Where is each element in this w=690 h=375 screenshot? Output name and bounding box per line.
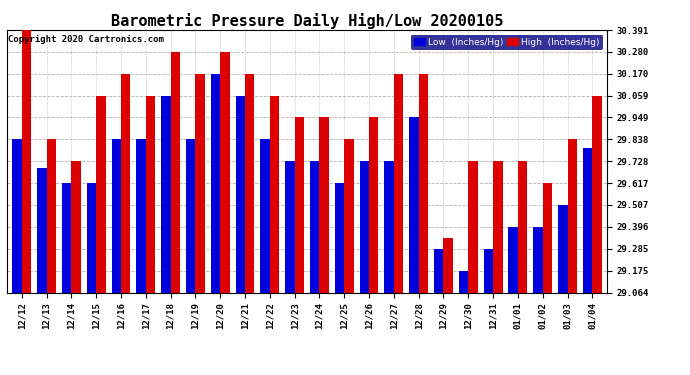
Bar xyxy=(71,161,81,292)
Bar xyxy=(493,161,502,292)
Bar xyxy=(484,249,493,292)
Bar xyxy=(96,96,106,292)
Bar xyxy=(161,96,170,292)
Bar xyxy=(567,140,577,292)
Bar xyxy=(583,148,592,292)
Bar xyxy=(344,140,354,292)
Legend: Low  (Inches/Hg), High  (Inches/Hg): Low (Inches/Hg), High (Inches/Hg) xyxy=(411,34,602,50)
Bar xyxy=(533,227,543,292)
Bar xyxy=(270,96,279,292)
Bar xyxy=(434,249,444,292)
Bar xyxy=(459,270,469,292)
Bar xyxy=(62,183,71,292)
Bar xyxy=(146,96,155,292)
Bar xyxy=(469,161,477,292)
Bar xyxy=(384,161,394,292)
Bar xyxy=(220,52,230,292)
Bar xyxy=(518,161,527,292)
Bar xyxy=(37,168,47,292)
Bar xyxy=(195,74,205,292)
Bar xyxy=(285,161,295,292)
Bar xyxy=(47,140,56,292)
Bar xyxy=(359,161,369,292)
Bar xyxy=(509,227,518,292)
Bar xyxy=(369,117,379,292)
Bar xyxy=(245,74,255,292)
Bar xyxy=(592,96,602,292)
Bar xyxy=(394,74,403,292)
Bar xyxy=(235,96,245,292)
Bar xyxy=(409,117,419,292)
Bar xyxy=(543,183,552,292)
Bar xyxy=(22,30,31,292)
Text: Copyright 2020 Cartronics.com: Copyright 2020 Cartronics.com xyxy=(8,35,164,44)
Bar xyxy=(211,74,220,292)
Bar xyxy=(87,183,96,292)
Bar xyxy=(319,117,329,292)
Bar xyxy=(558,205,567,292)
Bar xyxy=(310,161,319,292)
Bar xyxy=(137,140,146,292)
Title: Barometric Pressure Daily High/Low 20200105: Barometric Pressure Daily High/Low 20200… xyxy=(111,13,503,29)
Bar xyxy=(112,140,121,292)
Bar xyxy=(295,117,304,292)
Bar xyxy=(121,74,130,292)
Bar xyxy=(170,52,180,292)
Bar xyxy=(12,140,22,292)
Bar xyxy=(186,140,195,292)
Bar xyxy=(335,183,344,292)
Bar xyxy=(444,238,453,292)
Bar xyxy=(260,140,270,292)
Bar xyxy=(419,74,428,292)
